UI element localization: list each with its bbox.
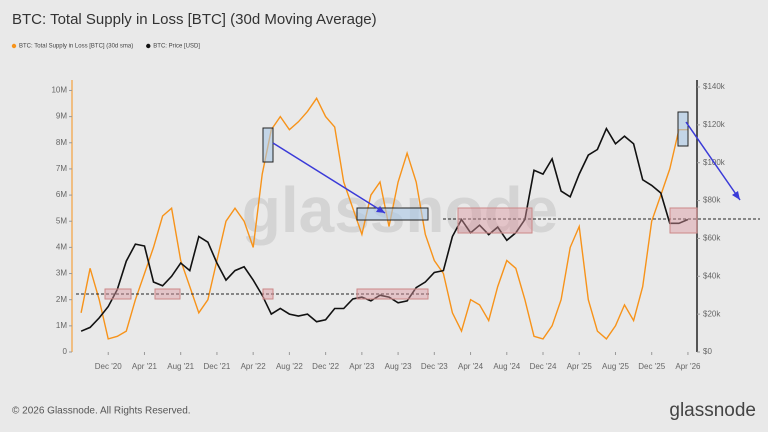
x-tick-label: Apr '25 (567, 362, 593, 371)
highlight-box (669, 207, 698, 234)
y-tick-label: 6M (56, 190, 67, 199)
legend-marker (146, 43, 151, 49)
legend-label: BTC: Price [USD] (153, 44, 200, 50)
highlight-box (457, 207, 533, 234)
plot-area: 0 1M 2M 3M 4M 5M 6M 7M 8M 9M 10M $0 $20k $40k $60k $80k… (51, 80, 726, 371)
chart-title: BTC: Total Supply in Loss [BTC] (30d Mov… (12, 11, 377, 28)
y-tick-label: 4M (56, 242, 67, 251)
x-tick-label: Aug '23 (385, 362, 412, 371)
y-tick-label: 9M (56, 112, 67, 121)
highlight-box (154, 288, 181, 300)
footer: © 2026 Glassnode. All Rights Reserved. (12, 406, 191, 417)
x-tick-label: Aug '22 (276, 362, 303, 371)
y2-tick-label: $20k (703, 309, 721, 318)
y-tick-label: 10M (51, 86, 67, 95)
x-tick-label: Dec '25 (638, 362, 665, 371)
y-tick-label: 2M (56, 295, 67, 304)
series-line (80, 126, 689, 332)
x-tick-label: Apr '21 (132, 362, 158, 371)
highlight-box (104, 288, 132, 300)
y2-tick-label: $120k (703, 120, 726, 129)
x-tick-label: Dec '24 (530, 362, 557, 371)
y-tick-label: 8M (56, 138, 67, 147)
annotations (76, 111, 760, 300)
y2-tick-label: $0 (703, 347, 712, 356)
y-tick-label: 5M (56, 216, 67, 225)
y2-tick-label: $60k (703, 234, 721, 243)
y2-tick-label: $40k (703, 271, 721, 280)
arrow-head (732, 191, 740, 200)
x-tick-label: Apr '23 (349, 362, 375, 371)
x-tick-label: Apr '22 (241, 362, 267, 371)
legend: BTC: Total Supply in Loss [BTC] (30d sma… (11, 43, 200, 50)
x-tick-label: Dec '20 (95, 362, 122, 371)
y2-tick-label: $80k (703, 196, 721, 205)
legend-marker (11, 43, 17, 49)
logo: glassnode (669, 400, 756, 421)
highlight-box (356, 207, 429, 221)
highlight-box (262, 288, 274, 300)
x-tick-label: Aug '21 (167, 362, 194, 371)
highlight-box (677, 111, 689, 147)
arrow (685, 121, 741, 201)
x-tick-label: Dec '21 (203, 362, 230, 371)
legend-label: BTC: Total Supply in Loss [BTC] (30d sma… (19, 44, 133, 50)
x-tick-label: Apr '24 (458, 362, 484, 371)
highlight-box (356, 288, 429, 300)
x-tick-label: Dec '23 (421, 362, 448, 371)
y2-tick-label: $140k (703, 82, 726, 91)
arrow (272, 142, 386, 214)
arrow-head (376, 206, 385, 213)
x-tick-label: Apr '26 (675, 362, 701, 371)
y-tick-label: 1M (56, 321, 67, 330)
y-tick-label: 7M (56, 164, 67, 173)
x-tick-label: Aug '24 (493, 362, 520, 371)
x-tick-label: Dec '22 (312, 362, 339, 371)
x-tick-label: Aug '25 (602, 362, 629, 371)
y-tick-label: 0 (63, 347, 68, 356)
highlight-box (262, 127, 274, 163)
y-tick-label: 3M (56, 269, 67, 278)
